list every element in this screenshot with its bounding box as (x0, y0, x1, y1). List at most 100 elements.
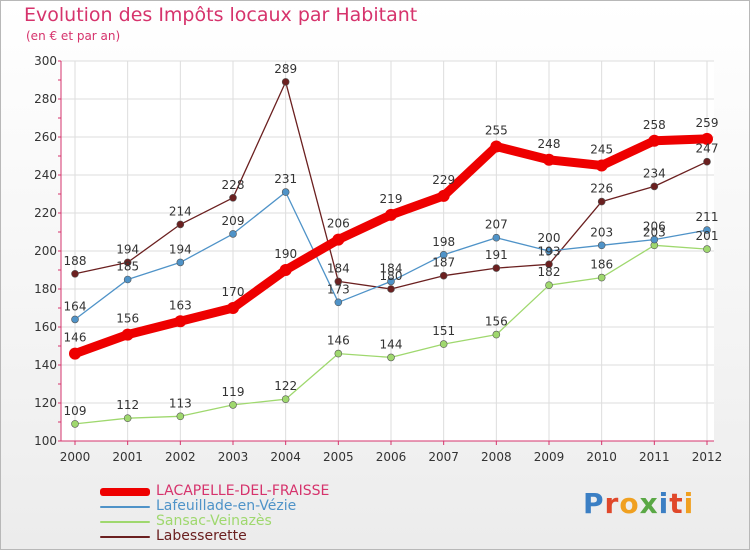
y-tick-label: 120 (34, 396, 57, 410)
data-point (439, 251, 448, 259)
legend-item: Labesserette (100, 529, 329, 544)
data-point (703, 245, 711, 253)
data-point (492, 233, 501, 242)
data-label: 209 (222, 214, 245, 228)
data-label: 289 (274, 62, 297, 76)
data-point (123, 414, 132, 423)
data-label: 194 (169, 242, 192, 256)
data-point (703, 226, 711, 234)
x-tick-label: 2006 (376, 450, 407, 464)
data-point (229, 230, 237, 238)
data-label: 186 (590, 258, 613, 272)
data-label: 203 (590, 225, 613, 239)
data-label: 119 (222, 385, 245, 399)
y-tick-label: 300 (34, 54, 57, 68)
x-tick-label: 2012 (692, 450, 723, 464)
x-tick-label: 2001 (112, 450, 143, 464)
data-label: 203 (643, 225, 666, 239)
data-label: 191 (485, 248, 508, 262)
legend-swatch (100, 505, 150, 508)
data-point (281, 188, 290, 196)
y-tick-label: 240 (34, 168, 57, 182)
data-label: 151 (432, 324, 455, 338)
data-point (71, 315, 79, 324)
data-label: 170 (222, 285, 245, 299)
data-label: 248 (538, 137, 561, 151)
x-tick-label: 2007 (428, 450, 459, 464)
x-tick-label: 2011 (639, 450, 670, 464)
data-label: 156 (116, 312, 139, 326)
data-point (176, 412, 185, 421)
data-point (492, 264, 501, 272)
data-label: 231 (274, 172, 297, 186)
chart-subtitle: (en € et par an) (26, 29, 121, 43)
data-point (387, 285, 395, 293)
data-label: 194 (116, 242, 139, 256)
data-point (71, 269, 79, 278)
x-tick-label: 2003 (218, 450, 249, 464)
data-point (437, 189, 450, 202)
x-tick-label: 2009 (534, 450, 565, 464)
data-point (650, 235, 659, 244)
data-label: 146 (327, 334, 350, 348)
data-label: 185 (116, 260, 139, 274)
x-tick-label: 2000 (60, 450, 91, 464)
y-tick-label: 260 (34, 130, 57, 144)
data-label: 190 (274, 247, 297, 261)
data-point (595, 159, 608, 172)
legend-swatch (100, 487, 150, 496)
data-label: 122 (274, 379, 297, 393)
y-tick-label: 280 (34, 92, 57, 106)
legend-item: Lafeuillade-en-Vézie (100, 499, 329, 514)
data-point (597, 197, 606, 206)
data-label: 206 (643, 220, 666, 234)
legend-swatch (100, 520, 150, 523)
data-point (701, 132, 713, 145)
data-label: 247 (696, 142, 719, 156)
data-label: 255 (485, 124, 508, 138)
data-point (227, 302, 239, 314)
data-point (597, 273, 606, 282)
data-label: 180 (380, 269, 403, 283)
data-point (281, 395, 290, 404)
data-point (281, 78, 290, 86)
legend: LACAPELLE-DEL-FRAISSE Lafeuillade-en-Vézi… (100, 484, 329, 544)
data-label: 234 (643, 166, 666, 180)
legend-label: LACAPELLE-DEL-FRAISSE (156, 483, 330, 499)
data-label: 259 (696, 116, 719, 130)
legend-swatch (100, 535, 150, 538)
legend-label: Sansac-Veinazès (156, 513, 272, 529)
legend-label: Lafeuillade-en-Vézie (156, 498, 297, 514)
data-point (229, 194, 237, 202)
data-label: 112 (116, 398, 139, 412)
data-point (490, 140, 503, 153)
data-label: 193 (538, 244, 561, 258)
data-label: 184 (380, 261, 403, 275)
data-point (543, 153, 555, 166)
data-label: 188 (64, 254, 87, 268)
y-tick-label: 200 (34, 244, 57, 258)
data-label: 198 (432, 235, 455, 249)
data-label: 184 (327, 261, 350, 275)
data-label: 144 (380, 337, 403, 351)
data-point (439, 340, 448, 348)
x-tick-label: 2010 (586, 450, 617, 464)
data-point (650, 182, 659, 191)
data-point (121, 328, 134, 341)
data-label: 187 (432, 256, 455, 270)
data-label: 200 (538, 231, 561, 245)
data-point (597, 241, 606, 250)
data-point (334, 277, 343, 286)
data-point (385, 208, 397, 221)
data-point (492, 330, 501, 339)
data-point (334, 298, 343, 307)
legend-label: Labesserette (156, 528, 247, 544)
data-point (387, 353, 395, 362)
data-label: 182 (538, 265, 561, 279)
data-point (176, 220, 185, 229)
data-label: 113 (169, 396, 192, 410)
data-point (123, 275, 132, 284)
data-label: 211 (696, 210, 719, 224)
data-point (123, 258, 132, 267)
data-point (334, 349, 343, 358)
